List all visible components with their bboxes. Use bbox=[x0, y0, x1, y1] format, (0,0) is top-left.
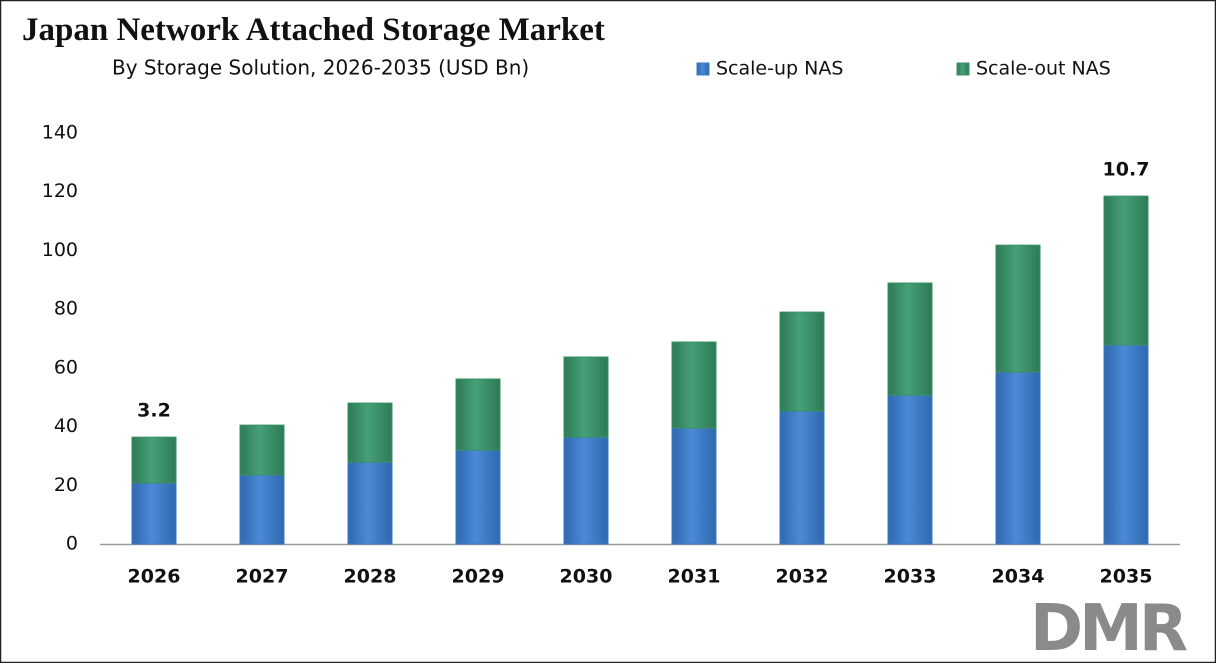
bar-segment bbox=[995, 244, 1041, 373]
bar-segment bbox=[671, 341, 717, 429]
x-tick-label: 2029 bbox=[452, 566, 505, 588]
y-tick-label: 120 bbox=[42, 180, 78, 202]
bar-segment bbox=[563, 436, 609, 545]
bar-segment bbox=[671, 427, 717, 545]
bar-segment bbox=[779, 410, 825, 545]
legend-swatch bbox=[956, 62, 970, 76]
logo: DMR bbox=[1030, 592, 1187, 663]
annotation: 10.7 bbox=[1103, 159, 1150, 181]
bar-segment bbox=[347, 461, 393, 545]
y-tick-label: 0 bbox=[66, 533, 78, 555]
chart-title: Japan Network Attached Storage Market bbox=[22, 12, 605, 48]
x-tick-label: 2031 bbox=[668, 566, 721, 588]
bar-segment bbox=[239, 424, 285, 476]
bar-segment bbox=[887, 282, 933, 396]
x-tick-label: 2032 bbox=[776, 566, 829, 588]
y-tick-label: 40 bbox=[54, 415, 78, 437]
bar-segment bbox=[887, 394, 933, 545]
x-tick-label: 2035 bbox=[1100, 566, 1153, 588]
bar-segment bbox=[455, 378, 501, 451]
x-tick-label: 2033 bbox=[884, 566, 937, 588]
chart-subtitle: By Storage Solution, 2026-2035 (USD Bn) bbox=[112, 56, 529, 80]
x-tick-label: 2030 bbox=[560, 566, 613, 588]
y-tick-label: 20 bbox=[54, 474, 78, 496]
bar-segment bbox=[995, 371, 1041, 545]
bar-segment bbox=[1103, 195, 1149, 346]
x-tick-label: 2027 bbox=[236, 566, 289, 588]
bar-segment bbox=[455, 449, 501, 545]
y-tick-label: 60 bbox=[54, 356, 78, 378]
x-tick-label: 2028 bbox=[344, 566, 397, 588]
x-tick-label: 2026 bbox=[128, 566, 181, 588]
legend-swatch bbox=[696, 62, 710, 76]
bar-segment bbox=[239, 474, 285, 545]
annotation: 3.2 bbox=[137, 400, 171, 422]
bar-segment bbox=[131, 436, 177, 484]
bar-segment bbox=[131, 482, 177, 545]
x-tick-label: 2034 bbox=[992, 566, 1045, 588]
bar-segment bbox=[563, 356, 609, 438]
y-tick-label: 100 bbox=[42, 239, 78, 261]
legend-label: Scale-up NAS bbox=[716, 58, 843, 80]
bar-segment bbox=[1103, 344, 1149, 545]
bar-segment bbox=[347, 402, 393, 463]
bar-segment bbox=[779, 311, 825, 412]
y-tick-label: 80 bbox=[54, 298, 78, 320]
legend-label: Scale-out NAS bbox=[976, 58, 1111, 80]
y-tick-label: 140 bbox=[42, 122, 78, 144]
